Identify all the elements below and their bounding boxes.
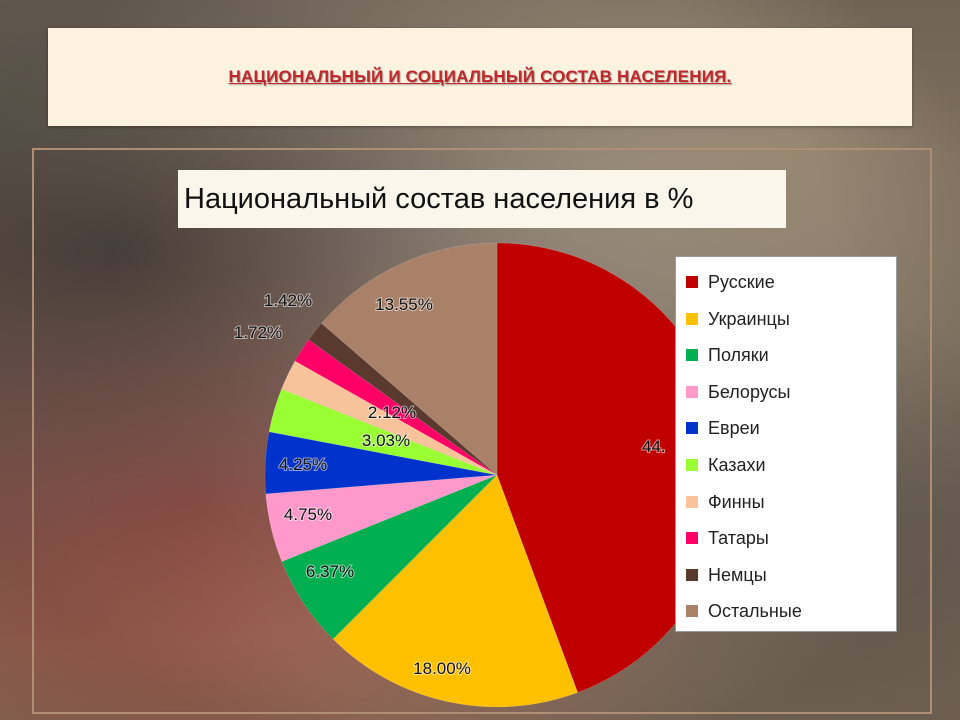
- legend-swatch: [686, 568, 698, 581]
- data-label-5: 4.25%: [279, 455, 327, 474]
- pie-slice-6: [268, 388, 498, 476]
- data-label-1: 44.: [642, 437, 666, 456]
- data-label-3: 6.37%: [306, 562, 354, 581]
- legend-item: Евреи: [686, 413, 891, 443]
- pie-slice-9: [308, 322, 498, 476]
- legend-label: Остальные: [708, 601, 802, 622]
- legend-item: Казахи: [686, 450, 891, 480]
- legend-label: Татары: [708, 528, 769, 549]
- data-label-2: 18.00%: [413, 659, 471, 678]
- legend-swatch: [686, 312, 698, 325]
- pie-slice-7: [281, 360, 498, 476]
- legend-label: Финны: [708, 491, 765, 512]
- pie-labels: 44. 18.00% 6.37% 4.75% 4.25% 3.03% 2.12% 1.72% 1…: [233, 290, 667, 679]
- chart-title: Национальный состав населения в %: [184, 183, 694, 215]
- data-label-8: 1.72%: [234, 323, 282, 342]
- legend-swatch: [686, 349, 698, 362]
- legend-swatch: [686, 495, 698, 508]
- legend-item: Татары: [686, 523, 891, 553]
- legend-item: Русские: [686, 267, 891, 297]
- pie-slices: [264, 242, 730, 708]
- legend-swatch: [686, 459, 698, 471]
- chart-legend: Русские Украинцы Поляки Белорусы Евреи Казахи…: [675, 256, 897, 632]
- legend-item: Немцы: [686, 560, 891, 590]
- legend-label: Евреи: [708, 418, 760, 439]
- data-label-7: 2.12%: [368, 403, 416, 422]
- legend-label: Немцы: [708, 564, 767, 585]
- legend-item: Поляки: [686, 340, 891, 370]
- legend-swatch: [686, 532, 698, 545]
- chart-title-box: Национальный состав населения в %: [178, 170, 786, 228]
- legend-label: Казахи: [708, 455, 766, 475]
- pie-slice-8: [294, 339, 498, 476]
- legend-label: Украинцы: [708, 308, 790, 329]
- pie-slice-2: [332, 474, 578, 708]
- data-label-4: 4.75%: [284, 505, 332, 524]
- data-label-9: 1.42%: [264, 291, 312, 310]
- legend-swatch: [686, 276, 698, 288]
- legend-label: Русские: [708, 272, 775, 292]
- data-label-6: 3.03%: [362, 431, 410, 450]
- legend-swatch: [686, 422, 698, 435]
- content-frame: [32, 148, 932, 714]
- pie-slice-10: [321, 242, 498, 476]
- legend-label: Белорусы: [708, 381, 791, 402]
- legend-item: Остальные: [686, 596, 891, 626]
- data-label-10: 13.55%: [375, 295, 433, 314]
- legend-swatch: [686, 385, 698, 398]
- title-band: НАЦИОНАЛЬНЫЙ И СОЦИАЛЬНЫЙ СОСТАВ НАСЕЛЕН…: [48, 28, 912, 126]
- legend-item: Финны: [686, 487, 891, 517]
- pie-slice-4: [265, 474, 498, 562]
- pie-slice-3: [281, 474, 498, 640]
- legend-label: Поляки: [708, 345, 769, 366]
- legend-swatch: [686, 605, 698, 618]
- legend-item: Украинцы: [686, 304, 891, 334]
- pie-slice-5: [264, 431, 498, 495]
- page-title: НАЦИОНАЛЬНЫЙ И СОЦИАЛЬНЫЙ СОСТАВ НАСЕЛЕН…: [228, 67, 732, 86]
- legend-item: Белорусы: [686, 377, 891, 407]
